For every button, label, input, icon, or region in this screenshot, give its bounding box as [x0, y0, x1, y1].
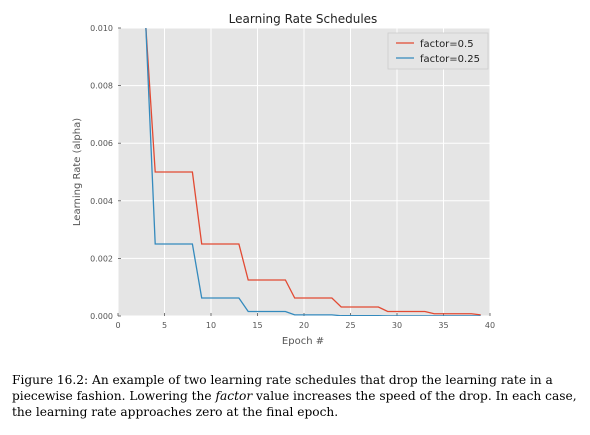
x-tick-label: 5	[162, 321, 167, 330]
x-tick-label: 15	[252, 321, 262, 330]
x-axis: 0 5 10 15 20 25 30 35 40	[115, 313, 495, 330]
y-axis: 0.000 0.002 0.004 0.006 0.008 0.010	[90, 24, 121, 321]
legend: factor=0.5 factor=0.25	[387, 32, 489, 70]
legend-label-factor-0.25: factor=0.25	[420, 54, 480, 65]
y-tick-label: 0.008	[90, 82, 113, 91]
x-tick-label: 40	[485, 321, 495, 330]
legend-box	[387, 32, 489, 70]
x-tick-label: 35	[438, 321, 448, 330]
x-tick-label: 10	[206, 321, 216, 330]
caption-emphasis: factor	[215, 389, 253, 403]
y-tick-label: 0.010	[90, 24, 113, 33]
figure-caption: Figure 16.2: An example of two learning …	[12, 372, 582, 420]
series-line-factor-0.25	[145, 28, 481, 316]
y-tick-label: 0.002	[90, 254, 113, 263]
x-axis-label: Epoch #	[282, 336, 324, 347]
x-tick-label: 25	[345, 321, 355, 330]
grid-lines	[117, 27, 491, 317]
x-tick-label: 20	[299, 321, 309, 330]
series-line-factor-0.5	[145, 28, 481, 316]
y-tick-label: 0.006	[90, 139, 113, 148]
caption-text-2: value increases the speed of the drop. I…	[12, 389, 577, 419]
series-lines	[145, 28, 481, 316]
y-tick-label: 0.000	[90, 312, 113, 321]
learning-rate-chart: Learning Rate Schedules 0.0000.0020.0040…	[72, 12, 495, 347]
x-tick-label: 30	[392, 321, 402, 330]
y-tick-label: 0.004	[90, 197, 113, 206]
x-tick-label: 0	[115, 321, 120, 330]
chart-title: Learning Rate Schedules	[229, 12, 378, 26]
caption-text-1: Figure 16.2: An example of two learning …	[12, 373, 553, 403]
legend-label-factor-0.5: factor=0.5	[420, 39, 474, 50]
y-axis-label: Learning Rate (alpha)	[72, 118, 83, 226]
